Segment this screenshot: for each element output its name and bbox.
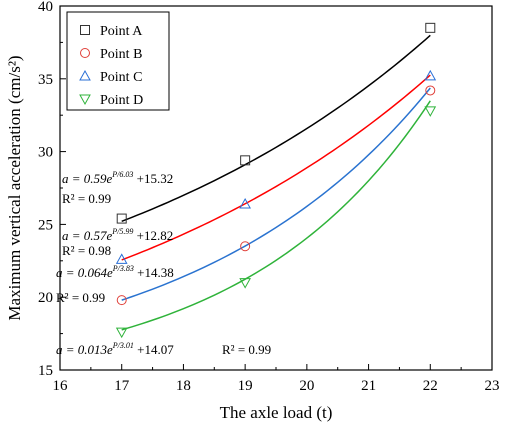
- data-point: [240, 241, 251, 252]
- x-tick-label: 17: [114, 378, 130, 394]
- data-point: [116, 295, 127, 306]
- legend-label: Point D: [100, 93, 143, 108]
- x-tick-label: 23: [485, 378, 500, 394]
- data-point: [115, 253, 128, 264]
- fit-r2: R² = 0.99: [222, 342, 271, 357]
- x-tick-label: 21: [361, 378, 376, 394]
- data-point: [424, 69, 437, 81]
- legend-label: Point B: [100, 47, 142, 62]
- fit-equation: a = 0.59eP/6.03 +15.32: [62, 170, 173, 186]
- y-tick-label: 20: [38, 290, 53, 306]
- y-tick-label: 40: [38, 0, 53, 15]
- x-tick-label: 22: [423, 378, 438, 394]
- fit-curve-3: [121, 87, 431, 301]
- y-axis-label: Maximum vertical acceleration (cm/s²): [5, 55, 24, 320]
- data-point: [424, 106, 437, 117]
- data-point: [425, 22, 436, 33]
- data-markers: [115, 22, 437, 339]
- y-tick-label: 30: [38, 145, 53, 161]
- x-tick-label: 20: [299, 378, 314, 394]
- fit-equations: a = 0.59eP/6.03 +15.32 R² = 0.99 a = 0.57e…: [56, 170, 271, 357]
- x-tick-label: 18: [176, 378, 191, 394]
- legend-marker: [80, 48, 90, 58]
- fit-equation: a = 0.013eP/3.01 +14.07: [56, 341, 174, 357]
- data-point: [240, 155, 251, 166]
- legend-label: Point C: [100, 70, 142, 85]
- legend-marker: [80, 25, 90, 35]
- x-tick-label: 19: [238, 378, 253, 394]
- legend-box: [66, 11, 170, 111]
- plot-axes: 16 17 18 19 20 21 22 23 15 20 25 30 35 40: [38, 0, 500, 394]
- data-point: [115, 327, 128, 339]
- fit-r2: R² = 0.99: [62, 191, 111, 206]
- y-tick-label: 35: [38, 72, 53, 88]
- y-tick-label: 25: [38, 217, 53, 233]
- legend-marker: [79, 69, 91, 81]
- legend-label: Point A: [100, 24, 143, 39]
- fit-curve-2: [121, 74, 431, 261]
- fit-r2: R² = 0.98: [62, 243, 111, 258]
- data-point: [116, 213, 127, 224]
- fit-curves: [121, 34, 431, 331]
- fit-r2: R² = 0.99: [56, 290, 105, 305]
- fit-equation: a = 0.57eP/5.99 +12.82: [62, 227, 173, 243]
- fit-curve-4: [121, 100, 431, 331]
- fit-equation: a = 0.064eP/3.83 +14.38: [56, 264, 174, 280]
- data-point: [239, 197, 251, 209]
- x-axis-label: The axle load (t): [220, 403, 333, 422]
- data-point: [239, 278, 251, 289]
- fit-curve-1: [121, 34, 431, 223]
- legend: Point A Point B Point C Point D: [66, 11, 170, 111]
- legend-marker: [79, 94, 91, 106]
- x-tick-label: 16: [53, 378, 69, 394]
- data-point: [425, 85, 436, 96]
- y-tick-label: 15: [38, 363, 53, 379]
